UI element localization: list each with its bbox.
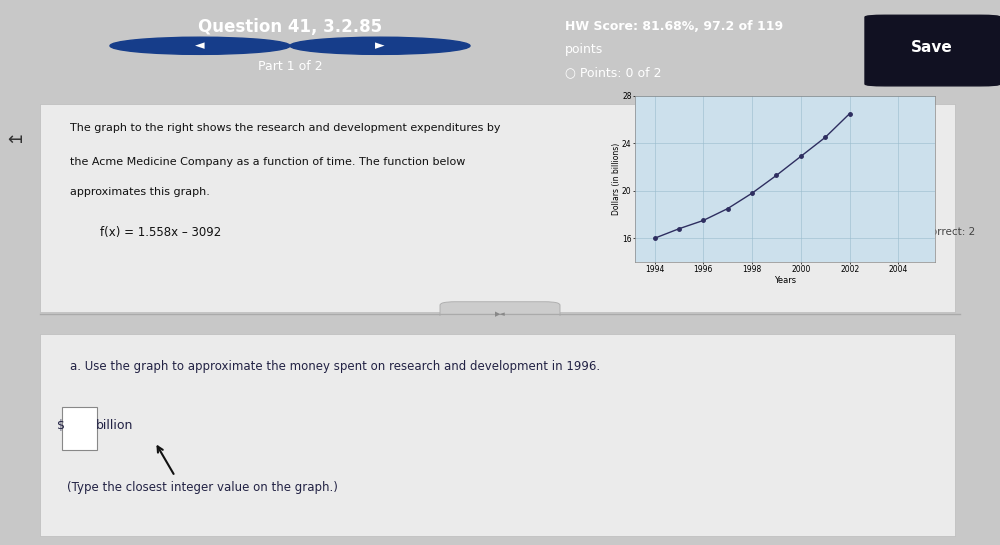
Text: the Acme Medicine Company as a function of time. The function below: the Acme Medicine Company as a function … — [70, 156, 465, 167]
Text: ◄: ◄ — [195, 39, 205, 52]
Circle shape — [290, 37, 470, 54]
Text: Question 41, 3.2.85: Question 41, 3.2.85 — [198, 17, 382, 36]
Text: (Type the closest integer value on the graph.): (Type the closest integer value on the g… — [67, 481, 338, 494]
Y-axis label: Dollars (in billions): Dollars (in billions) — [612, 143, 621, 215]
Text: billion: billion — [96, 420, 133, 433]
FancyBboxPatch shape — [440, 302, 560, 326]
FancyBboxPatch shape — [40, 104, 955, 312]
Text: Part 1 of 2: Part 1 of 2 — [258, 60, 322, 73]
Text: ►: ► — [375, 39, 385, 52]
Text: f(x) = 1.558x – 3092: f(x) = 1.558x – 3092 — [100, 226, 221, 239]
Text: Save: Save — [911, 40, 953, 55]
Text: points: points — [565, 43, 603, 56]
Text: HW Score: 81.68%, 97.2 of 119: HW Score: 81.68%, 97.2 of 119 — [565, 20, 783, 33]
Text: ▶◄: ▶◄ — [495, 311, 505, 317]
Text: ↤: ↤ — [7, 130, 23, 149]
Text: approximates this graph.: approximates this graph. — [70, 187, 210, 197]
Circle shape — [110, 37, 290, 54]
Text: a. Use the graph to approximate the money spent on research and development in 1: a. Use the graph to approximate the mone… — [70, 360, 600, 373]
Text: correct: 2: correct: 2 — [925, 227, 975, 237]
FancyBboxPatch shape — [62, 407, 97, 450]
Text: The graph to the right shows the research and development expenditures by: The graph to the right shows the researc… — [70, 124, 501, 134]
Text: ◎: ◎ — [916, 24, 934, 43]
Text: ○ Points: 0 of 2: ○ Points: 0 of 2 — [565, 66, 662, 79]
X-axis label: Years: Years — [774, 276, 796, 285]
Text: $: $ — [57, 420, 65, 433]
FancyBboxPatch shape — [865, 15, 1000, 86]
FancyBboxPatch shape — [40, 335, 955, 536]
